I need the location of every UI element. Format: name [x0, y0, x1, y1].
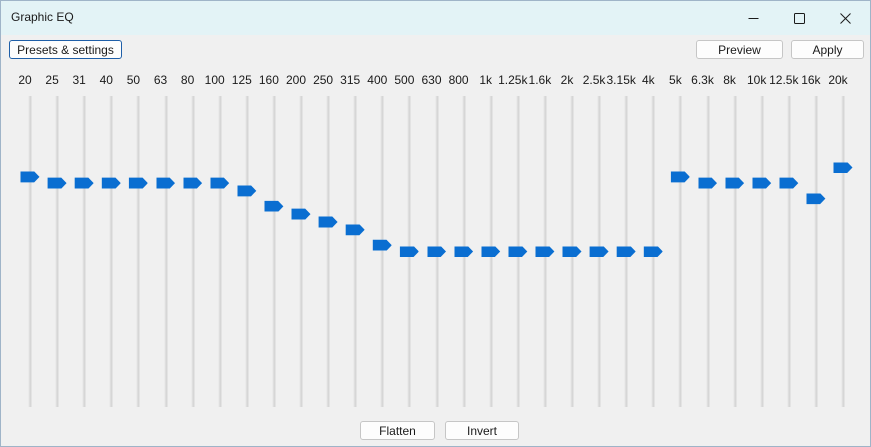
band-slider-thumb[interactable]	[74, 177, 94, 189]
band-label: 1.6k	[528, 73, 552, 87]
title-bar[interactable]: Graphic EQ	[1, 1, 870, 35]
band-slider-thumb[interactable]	[725, 177, 745, 189]
maximize-button[interactable]	[776, 1, 822, 35]
band-slider-thumb[interactable]	[264, 200, 284, 212]
band-slider-thumb[interactable]	[508, 246, 528, 257]
band-slider-track[interactable]	[706, 96, 709, 407]
band-slider-thumb[interactable]	[372, 239, 392, 251]
band-slider-thumb[interactable]	[643, 246, 663, 257]
band-slider-thumb[interactable]	[481, 246, 501, 257]
invert-button[interactable]: Invert	[445, 421, 519, 440]
band-label: 16k	[801, 73, 821, 87]
band-label: 50	[126, 73, 141, 87]
band-label: 3.15k	[606, 73, 636, 87]
band-label: 31	[72, 73, 86, 87]
band-slider-thumb[interactable]	[454, 246, 474, 257]
band-label: 800	[448, 73, 469, 87]
band-slider-track[interactable]	[28, 96, 32, 407]
band-slider-track[interactable]	[299, 96, 303, 407]
band-label: 40	[99, 73, 113, 87]
band-slider-thumb[interactable]	[345, 224, 365, 236]
band-slider-thumb[interactable]	[779, 177, 799, 189]
band-label: 6.3k	[691, 73, 714, 87]
band-label: 80	[180, 73, 195, 87]
band-label: 315	[340, 73, 361, 87]
band-slider-thumb[interactable]	[318, 216, 338, 228]
band-slider-thumb[interactable]	[616, 246, 636, 257]
band-slider-track[interactable]	[109, 96, 113, 407]
band-label: 63	[153, 73, 168, 87]
band-label: 250	[313, 73, 334, 87]
band-label: 12.5k	[769, 73, 799, 87]
band-slider-track[interactable]	[353, 96, 357, 407]
band-slider-track[interactable]	[841, 96, 845, 407]
minimize-icon	[748, 17, 758, 19]
band-label: 25	[45, 73, 59, 87]
band-label: 125	[231, 73, 252, 87]
band-slider-track[interactable]	[326, 96, 330, 407]
band-slider-thumb[interactable]	[210, 177, 230, 189]
close-icon	[839, 12, 851, 24]
band-slider-thumb[interactable]	[183, 177, 203, 189]
minimize-button[interactable]	[730, 1, 776, 35]
band-slider-thumb[interactable]	[156, 177, 175, 189]
band-slider-track[interactable]	[760, 96, 764, 407]
band-slider-track[interactable]	[380, 96, 384, 407]
band-label: 400	[367, 73, 388, 87]
band-label: 100	[204, 73, 225, 87]
band-slider-thumb[interactable]	[20, 171, 40, 183]
band-slider-thumb[interactable]	[670, 171, 690, 183]
flatten-button[interactable]: Flatten	[360, 421, 435, 440]
band-label: 8k	[723, 73, 736, 87]
band-slider-thumb[interactable]	[589, 246, 609, 257]
band-slider-thumb[interactable]	[237, 185, 257, 197]
band-slider-thumb[interactable]	[752, 177, 772, 189]
band-slider-track[interactable]	[245, 96, 249, 407]
band-slider-track[interactable]	[733, 96, 737, 407]
band-label: 200	[285, 73, 307, 87]
band-label: 1k	[479, 73, 493, 87]
band-label: 20	[18, 73, 32, 87]
band-slider-thumb[interactable]	[562, 246, 582, 257]
band-slider-thumb[interactable]	[833, 162, 853, 174]
maximize-icon	[793, 12, 805, 24]
band-slider-track[interactable]	[272, 96, 276, 407]
band-slider-track[interactable]	[191, 96, 195, 407]
band-slider-track[interactable]	[678, 96, 682, 407]
band-label: 2.5k	[582, 73, 606, 87]
band-label: 500	[394, 73, 415, 87]
close-button[interactable]	[822, 1, 868, 35]
band-slider-thumb[interactable]	[535, 246, 555, 257]
window-title: Graphic EQ	[11, 10, 74, 24]
band-slider-track[interactable]	[82, 96, 86, 407]
band-label: 20k	[828, 73, 848, 87]
band-label: 630	[421, 73, 442, 87]
band-slider-thumb[interactable]	[47, 177, 67, 189]
band-slider-track[interactable]	[136, 96, 140, 407]
band-slider-thumb[interactable]	[291, 208, 311, 220]
band-label: 10k	[747, 73, 767, 87]
band-label: 5k	[669, 73, 682, 87]
band-slider-track[interactable]	[787, 96, 791, 407]
band-slider-thumb[interactable]	[427, 246, 446, 257]
band-slider-thumb[interactable]	[399, 246, 419, 257]
band-label: 4k	[641, 73, 655, 87]
presets-settings-button[interactable]: Presets & settings	[9, 40, 122, 59]
band-slider-thumb[interactable]	[128, 177, 148, 189]
band-slider-track[interactable]	[814, 96, 818, 407]
band-slider-thumb[interactable]	[101, 177, 121, 189]
band-slider-thumb[interactable]	[806, 193, 826, 205]
band-slider-track[interactable]	[218, 96, 222, 407]
preview-button[interactable]: Preview	[696, 40, 783, 59]
band-slider-thumb[interactable]	[698, 177, 717, 189]
band-slider-track[interactable]	[164, 96, 167, 407]
band-label: 2k	[560, 73, 574, 87]
band-slider-track[interactable]	[55, 96, 59, 407]
band-label: 1.25k	[498, 73, 528, 87]
apply-button[interactable]: Apply	[791, 40, 864, 59]
band-label: 160	[258, 73, 279, 87]
